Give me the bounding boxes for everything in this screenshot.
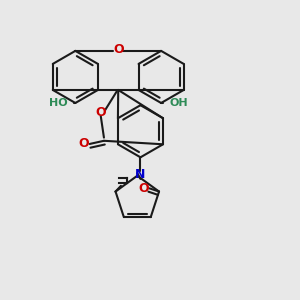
Text: O: O — [78, 137, 88, 151]
Text: O: O — [139, 182, 149, 195]
Text: N: N — [135, 168, 146, 181]
Text: O: O — [113, 43, 124, 56]
Text: O: O — [95, 106, 106, 119]
Text: HO: HO — [49, 98, 68, 108]
Text: OH: OH — [169, 98, 188, 108]
